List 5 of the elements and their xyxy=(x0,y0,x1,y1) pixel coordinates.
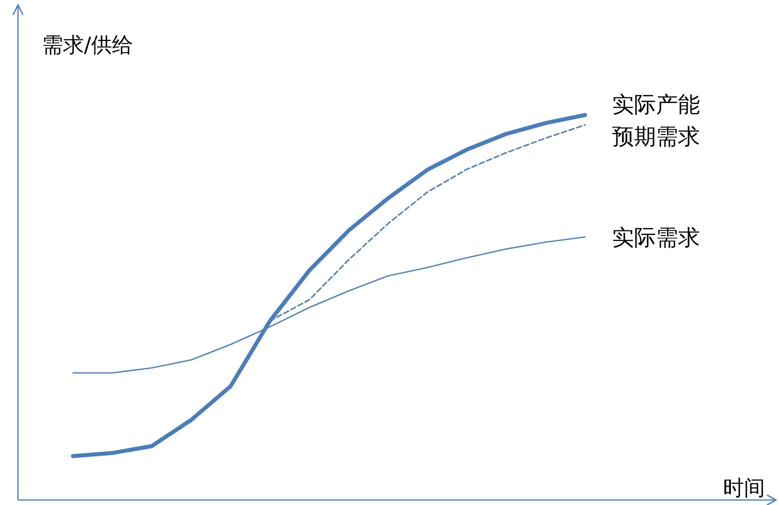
series-label: 实际产能 xyxy=(612,93,700,118)
text: 时间 xyxy=(723,476,765,500)
series-label: 实际需求 xyxy=(612,226,700,252)
y-axis-title: 需求/供给 xyxy=(42,33,134,57)
series-label: 预期需求 xyxy=(612,125,700,150)
